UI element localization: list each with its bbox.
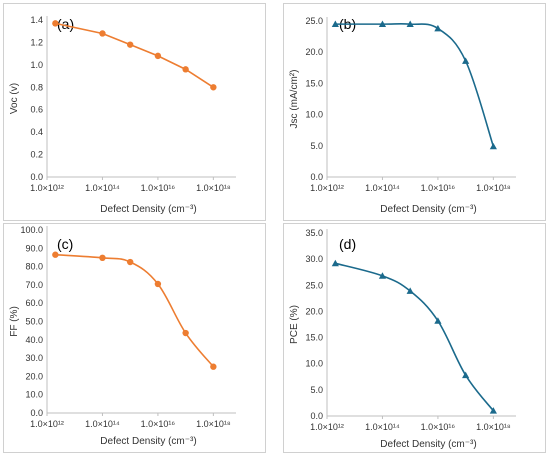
x-axis-label: Defect Density (cm⁻³) [380, 439, 476, 450]
x-tick-label: 1.0×10¹⁶ [421, 183, 456, 193]
series-line [55, 22, 214, 88]
data-point [154, 280, 162, 288]
x-tick-label: 1.0×10¹² [310, 183, 344, 193]
chart-panel-a: 0.0 0.2 0.4 0.6 0.8 1.0 1.2 1.4 1.0×10¹² 1.0×10¹⁴… [3, 3, 266, 221]
y-tick-label: 60.0 [25, 298, 43, 308]
y-tick-label: 0.6 [30, 105, 43, 115]
x-axis-label: Defect Density (cm⁻³) [100, 204, 196, 215]
x-tick-label: 1.0×10¹⁴ [85, 183, 120, 193]
x-tick-label: 1.0×10¹² [310, 422, 344, 432]
y-tick-label: 10.0 [305, 110, 323, 120]
chart-panel-b: 0.0 5.0 10.0 15.0 20.0 25.0 1.0×10¹² 1.0×10¹⁴ 1.… [283, 3, 546, 221]
y-tick-label: 0.0 [310, 172, 323, 182]
series-line [335, 22, 495, 147]
chart-b: 0.0 5.0 10.0 15.0 20.0 25.0 1.0×10¹² 1.0×10¹⁴ 1.… [289, 16, 516, 215]
y-tick-label: 70.0 [25, 280, 43, 290]
y-axis-label: Voc (v) [9, 83, 20, 114]
y-tick-label: 80.0 [25, 262, 43, 272]
data-point [489, 142, 497, 150]
y-tick-label: 1.2 [30, 37, 43, 47]
x-tick-label: 1.0×10¹⁸ [476, 183, 511, 193]
y-tick-label: 0.0 [30, 408, 43, 418]
y-tick-label: 1.4 [30, 15, 43, 25]
data-point [52, 251, 59, 258]
chart-d: 0.0 5.0 10.0 15.0 20.0 25.0 30.0 35.0 1.0×10¹² 1.… [289, 228, 516, 450]
series-line [335, 262, 494, 412]
panel-label: (d) [339, 236, 356, 252]
y-tick-label: 25.0 [305, 280, 323, 290]
y-tick-label: 35.0 [305, 228, 323, 238]
y-tick-label: 0.8 [30, 82, 43, 92]
y-axis-label: FF (%) [9, 306, 20, 337]
y-tick-label: 20.0 [305, 47, 323, 57]
chart-panel-c: 0.0 10.0 20.0 30.0 40.0 50.0 60.0 70.0 80.0 90.0 1… [3, 223, 266, 453]
data-point [462, 57, 470, 64]
data-point [378, 272, 387, 279]
y-tick-label: 0.0 [310, 411, 323, 421]
data-point [406, 20, 414, 27]
data-point [434, 24, 442, 32]
y-tick-label: 100.0 [20, 225, 43, 235]
x-axis-label: Defect Density (cm⁻³) [100, 436, 196, 447]
y-tick-label: 5.0 [310, 141, 323, 151]
y-tick-label: 40.0 [25, 335, 43, 345]
x-tick-label: 1.0×10¹² [30, 419, 64, 429]
data-point [52, 20, 59, 27]
data-point [210, 363, 217, 370]
x-tick-label: 1.0×10¹⁸ [476, 422, 511, 432]
y-tick-label: 90.0 [25, 243, 43, 253]
data-point [406, 287, 414, 294]
y-tick-label: 0.4 [30, 127, 43, 137]
y-tick-label: 15.0 [305, 78, 323, 88]
chart-panel-d: 0.0 5.0 10.0 15.0 20.0 25.0 30.0 35.0 1.0×10¹² 1.… [283, 223, 546, 453]
y-axis-label: PCE (%) [289, 305, 300, 344]
x-tick-label: 1.0×10¹⁸ [196, 419, 231, 429]
y-tick-label: 15.0 [305, 333, 323, 343]
y-tick-label: 10.0 [305, 359, 323, 369]
data-point [434, 317, 442, 324]
x-tick-label: 1.0×10¹⁶ [141, 419, 176, 429]
panel-label: (c) [57, 236, 73, 252]
data-point [99, 30, 106, 37]
x-tick-label: 1.0×10¹⁸ [196, 183, 231, 193]
data-point [331, 20, 339, 27]
y-tick-label: 20.0 [25, 371, 43, 381]
y-tick-label: 1.0 [30, 60, 43, 70]
x-tick-label: 1.0×10¹⁶ [141, 183, 176, 193]
data-point [182, 66, 189, 73]
data-point [462, 371, 470, 379]
data-point [378, 20, 387, 27]
y-tick-label: 0.0 [30, 172, 43, 182]
y-tick-label: 20.0 [305, 306, 323, 316]
series-line [55, 253, 214, 368]
data-point [182, 329, 189, 337]
x-tick-label: 1.0×10¹⁴ [365, 183, 400, 193]
y-axis-label: Jsc (mA/cm²) [289, 70, 300, 129]
y-tick-label: 25.0 [305, 16, 323, 26]
data-point [99, 254, 106, 262]
x-tick-label: 1.0×10¹⁶ [421, 422, 456, 432]
x-tick-label: 1.0×10¹² [30, 183, 64, 193]
data-point [126, 41, 134, 48]
data-point [331, 259, 339, 267]
data-point [126, 258, 134, 266]
panel-label: (a) [57, 16, 74, 32]
chart-a: 0.0 0.2 0.4 0.6 0.8 1.0 1.2 1.4 1.0×10¹² 1.0×10¹⁴… [9, 15, 236, 215]
y-tick-label: 10.0 [25, 390, 43, 400]
y-tick-label: 5.0 [310, 385, 323, 395]
x-tick-label: 1.0×10¹⁴ [365, 422, 400, 432]
y-tick-label: 0.2 [30, 150, 43, 160]
x-tick-label: 1.0×10¹⁴ [85, 419, 120, 429]
data-point [154, 52, 162, 60]
data-point [489, 407, 497, 414]
y-tick-label: 50.0 [25, 317, 43, 327]
chart-c: 0.0 10.0 20.0 30.0 40.0 50.0 60.0 70.0 80.0 90.0 1… [9, 225, 236, 447]
y-tick-label: 30.0 [25, 353, 43, 363]
y-tick-label: 30.0 [305, 254, 323, 264]
data-point [210, 84, 217, 91]
x-axis-label: Defect Density (cm⁻³) [380, 204, 476, 215]
